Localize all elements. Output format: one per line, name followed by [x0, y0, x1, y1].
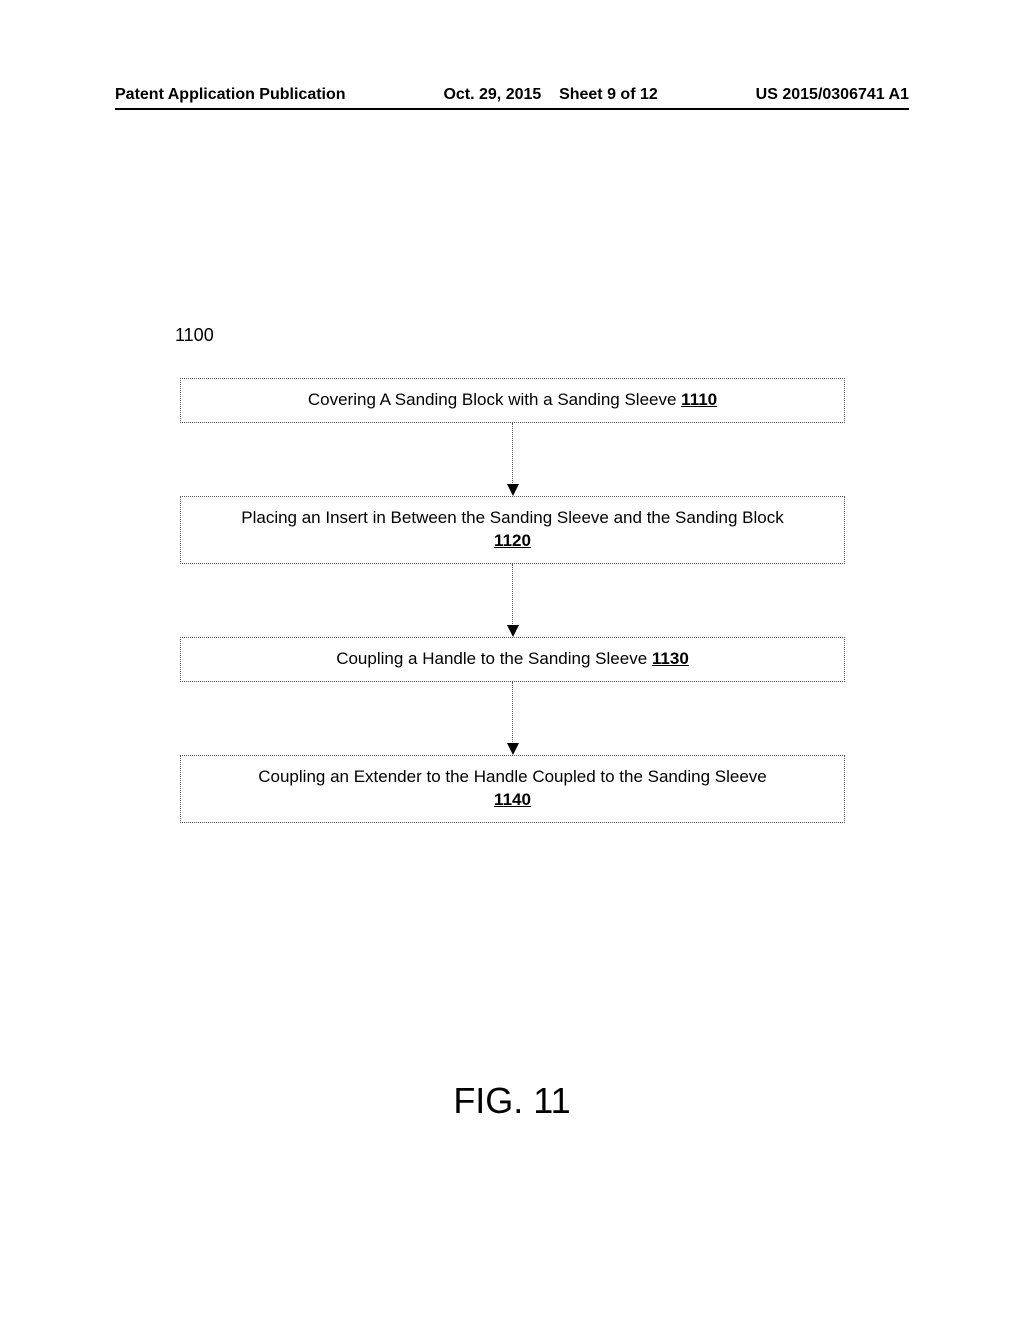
flowchart-container: Covering A Sanding Block with a Sanding … — [180, 378, 845, 823]
publication-number: US 2015/0306741 A1 — [756, 86, 909, 104]
publication-date: Oct. 29, 2015 — [443, 86, 541, 103]
flow-step-ref: 1130 — [652, 649, 689, 668]
flow-step-1: Covering A Sanding Block with a Sanding … — [180, 378, 845, 423]
figure-label: FIG. 11 — [0, 1080, 1024, 1122]
arrow-line — [512, 682, 513, 746]
header-divider — [115, 108, 909, 110]
flow-step-ref: 1140 — [494, 790, 531, 809]
arrow-line — [512, 423, 513, 487]
flow-step-ref: 1110 — [681, 390, 717, 409]
flow-arrow — [180, 423, 845, 496]
flow-step-text: Coupling a Handle to the Sanding Sleeve — [336, 649, 647, 668]
arrow-line — [512, 564, 513, 628]
header-middle: Oct. 29, 2015 Sheet 9 of 12 — [443, 86, 657, 104]
flow-step-text: Placing an Insert in Between the Sanding… — [241, 508, 783, 527]
sheet-info: Sheet 9 of 12 — [559, 86, 658, 103]
flow-step-3: Coupling a Handle to the Sanding Sleeve … — [180, 637, 845, 682]
diagram-reference-number: 1100 — [175, 325, 214, 346]
arrow-head-icon — [507, 625, 519, 637]
flow-arrow — [180, 682, 845, 755]
flow-step-2: Placing an Insert in Between the Sanding… — [180, 496, 845, 564]
arrow-head-icon — [507, 484, 519, 496]
arrow-head-icon — [507, 743, 519, 755]
flow-step-4: Coupling an Extender to the Handle Coupl… — [180, 755, 845, 823]
flow-step-ref: 1120 — [494, 531, 531, 550]
page-header: Patent Application Publication Oct. 29, … — [0, 86, 1024, 104]
flow-step-text: Coupling an Extender to the Handle Coupl… — [258, 767, 766, 786]
flow-step-text: Covering A Sanding Block with a Sanding … — [308, 390, 677, 409]
publication-type: Patent Application Publication — [115, 86, 346, 104]
flow-arrow — [180, 564, 845, 637]
